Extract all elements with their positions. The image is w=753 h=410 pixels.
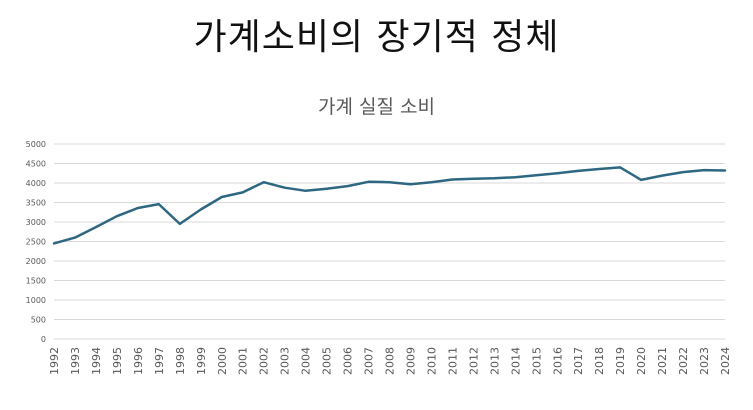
data-point <box>472 177 475 180</box>
x-tick-label: 2024 <box>719 347 732 375</box>
data-point <box>179 223 181 225</box>
y-tick-label: 3000 <box>26 218 46 227</box>
data-point <box>430 181 433 184</box>
data-point <box>74 236 76 239</box>
x-tick-label: 2019 <box>614 347 627 375</box>
y-tick-label: 1000 <box>26 296 46 305</box>
x-tick-label: 2012 <box>467 347 480 375</box>
data-point <box>53 242 55 245</box>
y-tick-label: 500 <box>31 316 46 325</box>
data-point <box>283 186 286 189</box>
series-line <box>52 166 727 245</box>
data-point <box>116 215 118 217</box>
slide-title: 가계소비의 장기적 정체 <box>193 17 560 58</box>
x-tick-label: 1992 <box>48 347 61 375</box>
data-point <box>577 170 580 172</box>
x-tick-label: 2023 <box>698 347 711 375</box>
x-tick-label: 2001 <box>237 347 250 375</box>
data-point <box>95 226 97 228</box>
data-point <box>199 208 202 211</box>
x-tick-label: 2003 <box>279 347 292 375</box>
x-tick-label: 2022 <box>677 347 690 375</box>
data-point <box>409 183 412 185</box>
y-tick-label: 2500 <box>26 238 46 247</box>
x-tick-label: 1998 <box>174 347 187 375</box>
y-tick-label: 4000 <box>26 179 46 188</box>
chart-plot-area: 0 500 1000 1500 2000 2500 3000 3500 4000 4500 5000… <box>26 140 732 375</box>
data-point <box>451 178 454 181</box>
x-tick-label: 2000 <box>216 347 229 375</box>
data-point <box>535 174 538 176</box>
x-tick-label: 2005 <box>321 347 334 375</box>
data-point <box>220 196 223 198</box>
data-point <box>556 172 559 175</box>
x-tick-label: 1999 <box>195 347 208 375</box>
data-point <box>325 188 328 190</box>
data-point <box>388 181 391 184</box>
x-tick-label: 2020 <box>635 347 648 375</box>
x-tick-label: 1994 <box>90 347 103 375</box>
data-point <box>619 166 621 169</box>
x-tick-label: 2008 <box>384 347 397 375</box>
data-point <box>346 185 349 187</box>
x-tick-label: 2006 <box>342 347 355 375</box>
data-point <box>682 171 684 173</box>
x-tick-label: 2016 <box>551 347 564 375</box>
x-tick-label: 2014 <box>509 347 522 375</box>
chart-title: 가계 실질 소비 <box>318 96 435 118</box>
x-tick-label: 1996 <box>132 347 145 375</box>
x-tick-label: 2004 <box>300 347 313 375</box>
data-point <box>640 179 642 181</box>
data-point <box>137 207 139 209</box>
y-tick-label: 3500 <box>26 199 46 208</box>
x-tick-label: 2021 <box>656 347 669 375</box>
data-point <box>304 190 307 192</box>
x-tick-label: 2011 <box>446 347 459 375</box>
y-tick-label: 5000 <box>26 140 46 149</box>
y-tick-label: 4500 <box>26 160 46 169</box>
x-tick-label: 2017 <box>572 347 585 375</box>
data-point <box>514 176 517 178</box>
data-point <box>598 168 600 170</box>
data-point <box>262 181 265 184</box>
data-point <box>661 174 663 177</box>
x-tick-label: 2015 <box>530 347 543 375</box>
x-tick-label: 2002 <box>258 347 271 375</box>
data-point <box>493 177 496 180</box>
data-point <box>724 169 726 172</box>
y-tick-label: 0 <box>41 335 46 344</box>
x-tick-label: 2009 <box>404 347 417 375</box>
x-tick-label: 2010 <box>425 347 438 375</box>
data-point <box>367 181 370 183</box>
line-chart: 가계 실질 소비 0 500 1000 1500 2000 2500 3000 3500 400… <box>0 92 753 410</box>
data-point <box>703 169 705 171</box>
data-point <box>158 203 160 205</box>
x-tick-label: 1995 <box>111 347 124 375</box>
x-tick-label: 1993 <box>69 347 82 375</box>
y-tick-label: 2000 <box>26 257 46 266</box>
data-point <box>241 191 244 194</box>
x-tick-label: 2007 <box>363 347 376 375</box>
x-tick-label: 1997 <box>153 347 166 375</box>
x-tick-label: 2013 <box>488 347 501 375</box>
x-tick-label: 2018 <box>593 347 606 375</box>
y-tick-label: 1500 <box>26 277 46 286</box>
